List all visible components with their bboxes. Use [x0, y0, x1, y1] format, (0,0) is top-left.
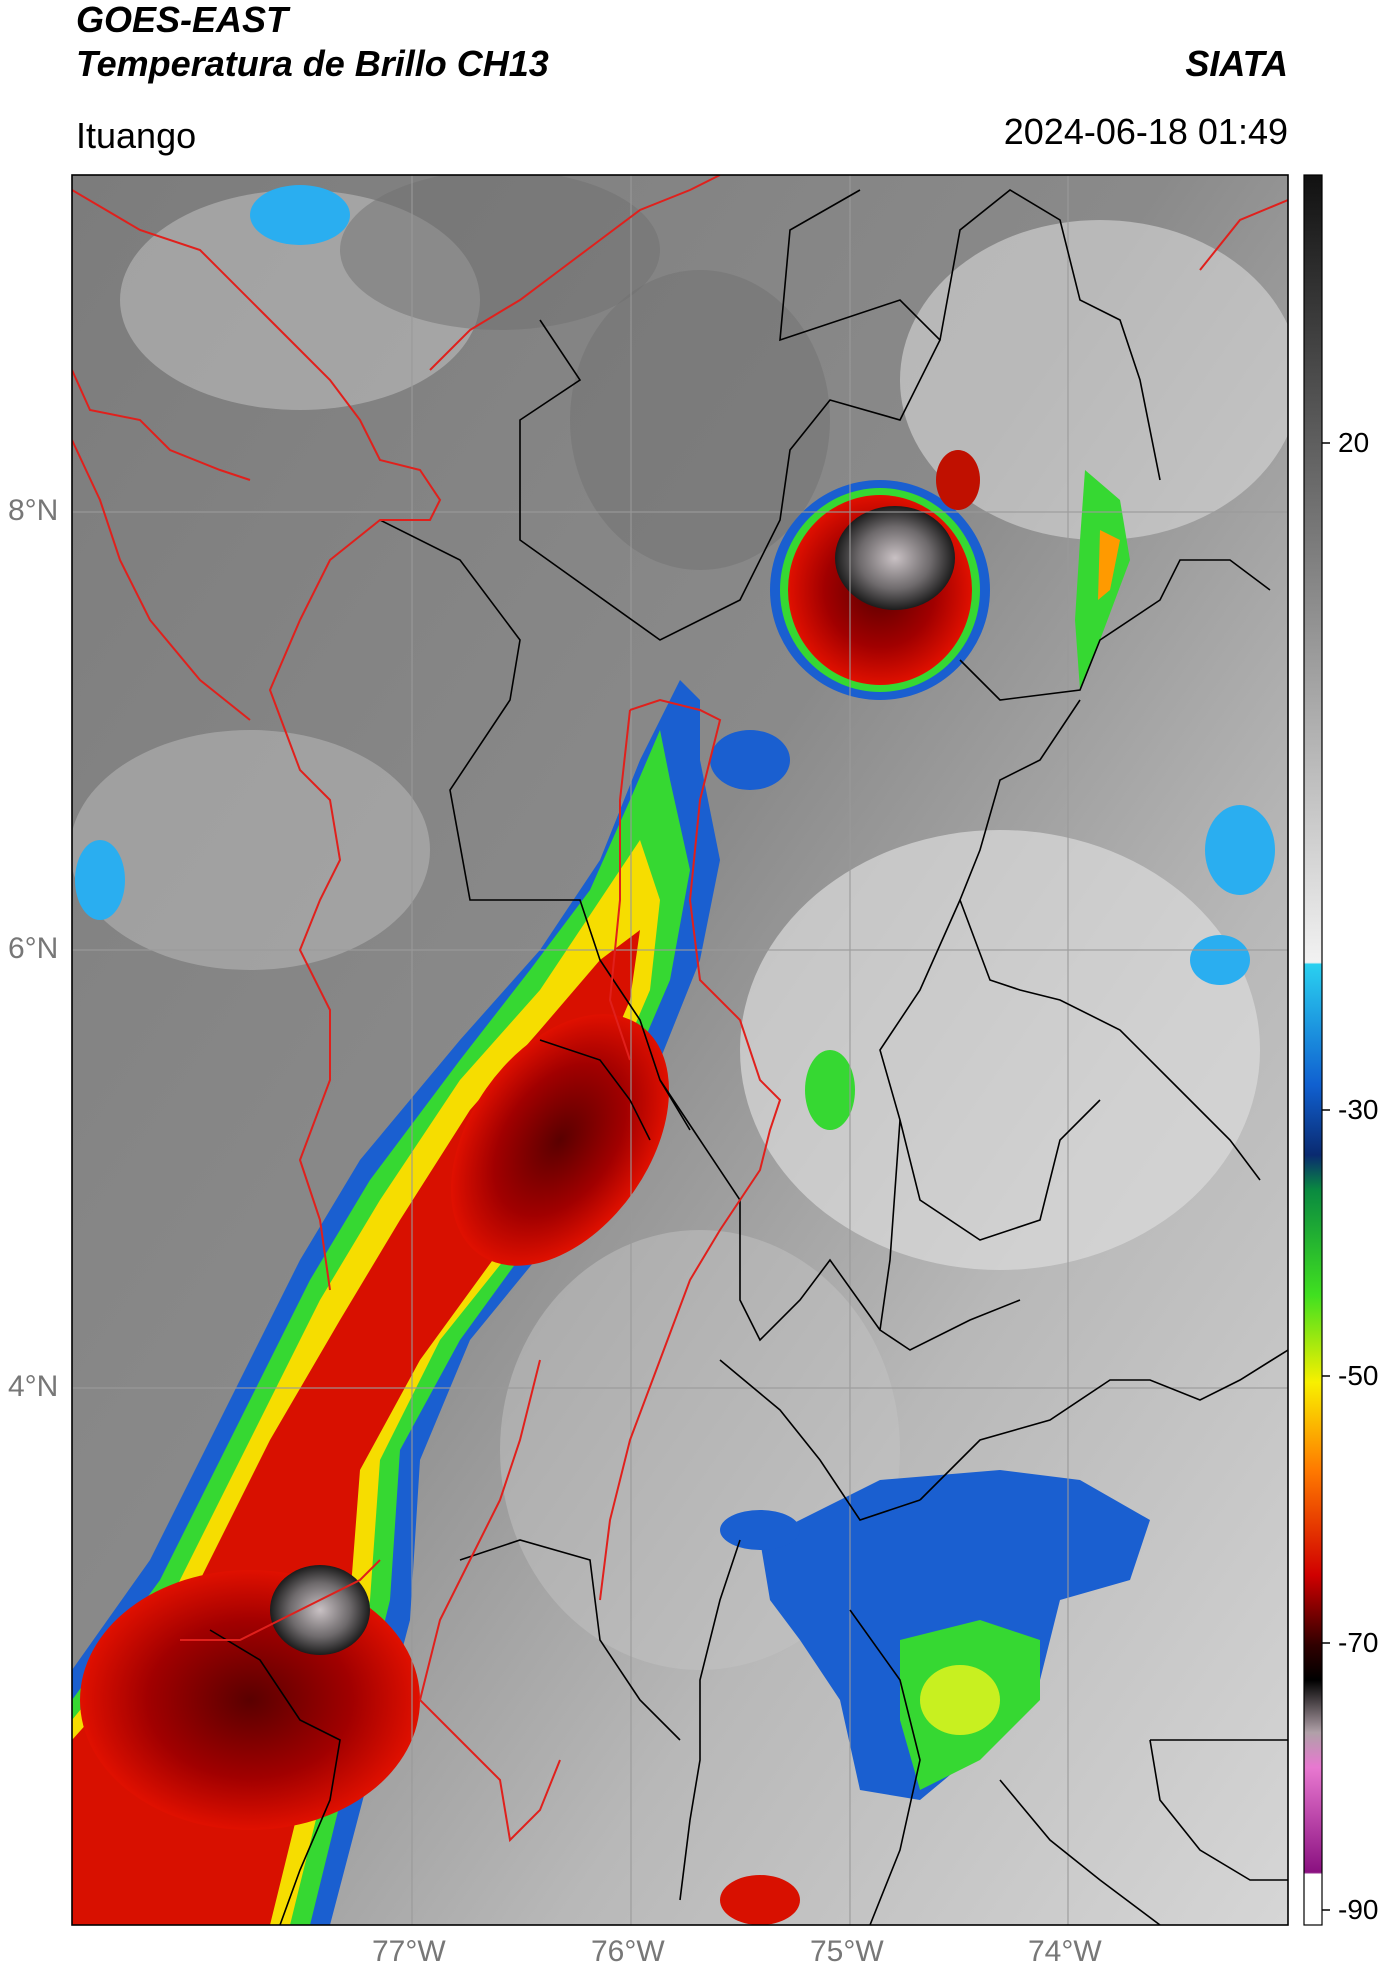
- colorbar-label-minus50: -50: [1338, 1360, 1379, 1391]
- agency-label: SIATA: [1185, 43, 1288, 84]
- colorbar-label-minus90: -90: [1338, 1894, 1379, 1925]
- lat-label-8n: 8°N: [8, 494, 59, 527]
- country-borders: [72, 175, 1288, 1843]
- datetime-label: 2024-06-18 01:49: [1003, 111, 1288, 152]
- admin-borders: [209, 189, 1288, 1925]
- location-label: Ituango: [76, 115, 197, 156]
- colorbar-label-20: 20: [1338, 427, 1370, 458]
- lat-label-6n: 6°N: [8, 932, 59, 965]
- lon-label-75w: 75°W: [810, 1935, 884, 1968]
- title-line2: Temperatura de Brillo CH13: [76, 43, 549, 84]
- lon-label-76w: 76°W: [591, 1935, 665, 1968]
- gridlines: [72, 175, 1288, 1925]
- colorbar-label-minus70: -70: [1338, 1627, 1379, 1658]
- colorbar-label-minus30: -30: [1338, 1094, 1379, 1125]
- lon-label-77w: 77°W: [372, 1935, 446, 1968]
- title-line1: GOES-EAST: [76, 0, 289, 40]
- colorbar: [1303, 174, 1323, 1926]
- lat-label-4n: 4°N: [8, 1370, 59, 1403]
- colorbar-ticks: [1322, 442, 1330, 1911]
- map-frame: [71, 174, 1289, 1926]
- lon-label-74w: 74°W: [1028, 1935, 1102, 1968]
